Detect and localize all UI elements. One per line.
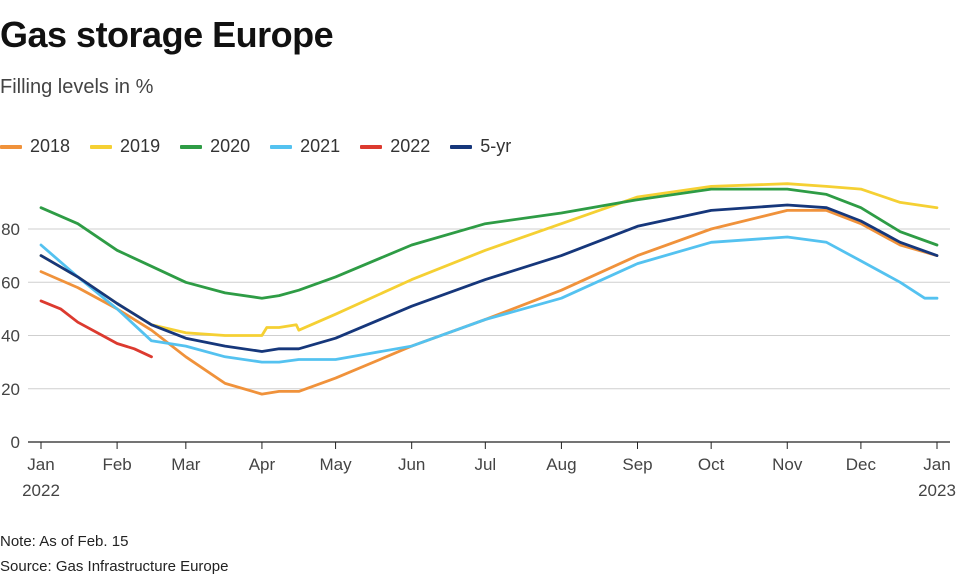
x-tick-label: Jun [398, 455, 425, 474]
x-tick-label: Feb [102, 455, 131, 474]
legend-label: 5-yr [480, 136, 512, 156]
legend-label: 2022 [390, 136, 431, 156]
legend-swatch [270, 144, 293, 149]
x-tick-year-label: 2022 [22, 481, 60, 500]
legend-swatch [180, 144, 203, 149]
legend-label: 2018 [30, 136, 71, 156]
grid-layer [28, 228, 950, 443]
legend-item-5-yr: 5-yr [450, 136, 511, 157]
chart-source: Source: Gas Infrastructure Europe [0, 558, 229, 575]
series-line-2021 [39, 235, 939, 364]
chart-title: Gas storage Europe [0, 14, 334, 55]
x-tick-label: Aug [546, 455, 576, 474]
x-tick-label: Jan [27, 455, 54, 474]
y-tick-label: 0 [11, 433, 20, 452]
legend-item-2019: 2019 [90, 136, 160, 157]
legend-swatch [0, 144, 22, 149]
series-line-2018 [39, 209, 939, 396]
x-tick-label: Mar [171, 455, 201, 474]
chart-subtitle: Filling levels in % [0, 76, 154, 98]
x-tick-year-label: 2023 [918, 481, 956, 500]
series-line-2022 [39, 299, 153, 359]
series-line-2020 [39, 187, 939, 300]
legend-swatch [360, 144, 383, 149]
x-tick-label: Sep [622, 455, 652, 474]
legend-item-2022: 2022 [360, 136, 430, 157]
legend-item-2020: 2020 [180, 136, 250, 157]
y-tick-label: 40 [1, 327, 20, 346]
x-tick-label: Apr [249, 455, 276, 474]
series-layer [39, 182, 939, 396]
y-tick-label: 80 [1, 220, 20, 239]
x-tick-label: Nov [772, 455, 803, 474]
x-tick-label: May [320, 455, 353, 474]
y-tick-label: 20 [1, 380, 20, 399]
series-line-2019 [39, 182, 939, 337]
x-tick-label: Jan [923, 455, 950, 474]
legend-item-2021: 2021 [270, 136, 340, 157]
legend-label: 2020 [210, 136, 251, 156]
x-tick-label: Oct [698, 455, 725, 474]
y-tick-label: 60 [1, 273, 20, 292]
line-chart: 0 20 40 60 80 Jan 2022 Feb Mar Apr May Jun Jul Aug Sep… [1, 182, 956, 500]
x-tick-label: Dec [846, 455, 877, 474]
chart-note: Note: As of Feb. 15 [0, 533, 129, 550]
legend-label: 2019 [120, 136, 161, 156]
legend-label: 2021 [300, 136, 341, 156]
legend-item-2018: 2018 [0, 136, 70, 157]
axis-layer: 0 20 40 60 80 Jan 2022 Feb Mar Apr May Jun Jul Aug Sep… [1, 220, 956, 500]
x-tick-label: Jul [474, 455, 496, 474]
chart-legend: 2018 2019 2020 2021 2022 5-yr [0, 136, 511, 157]
legend-swatch [90, 144, 113, 149]
series-line-5-yr [39, 203, 939, 353]
legend-swatch [450, 144, 473, 149]
